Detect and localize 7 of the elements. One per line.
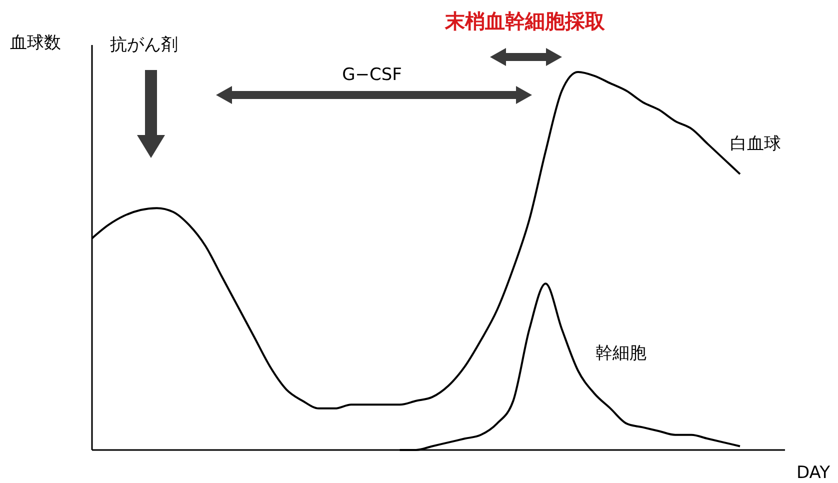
- y-axis-title: 血球数: [10, 33, 61, 53]
- text: 抗がん剤: [110, 35, 178, 55]
- x-axis-title: DAY: [796, 463, 831, 483]
- series-label: 白血球: [730, 134, 781, 154]
- text: 末梢血幹細胞採取: [444, 9, 606, 33]
- annotation: G−CSF: [342, 65, 402, 85]
- series-label: 幹細胞: [596, 344, 647, 364]
